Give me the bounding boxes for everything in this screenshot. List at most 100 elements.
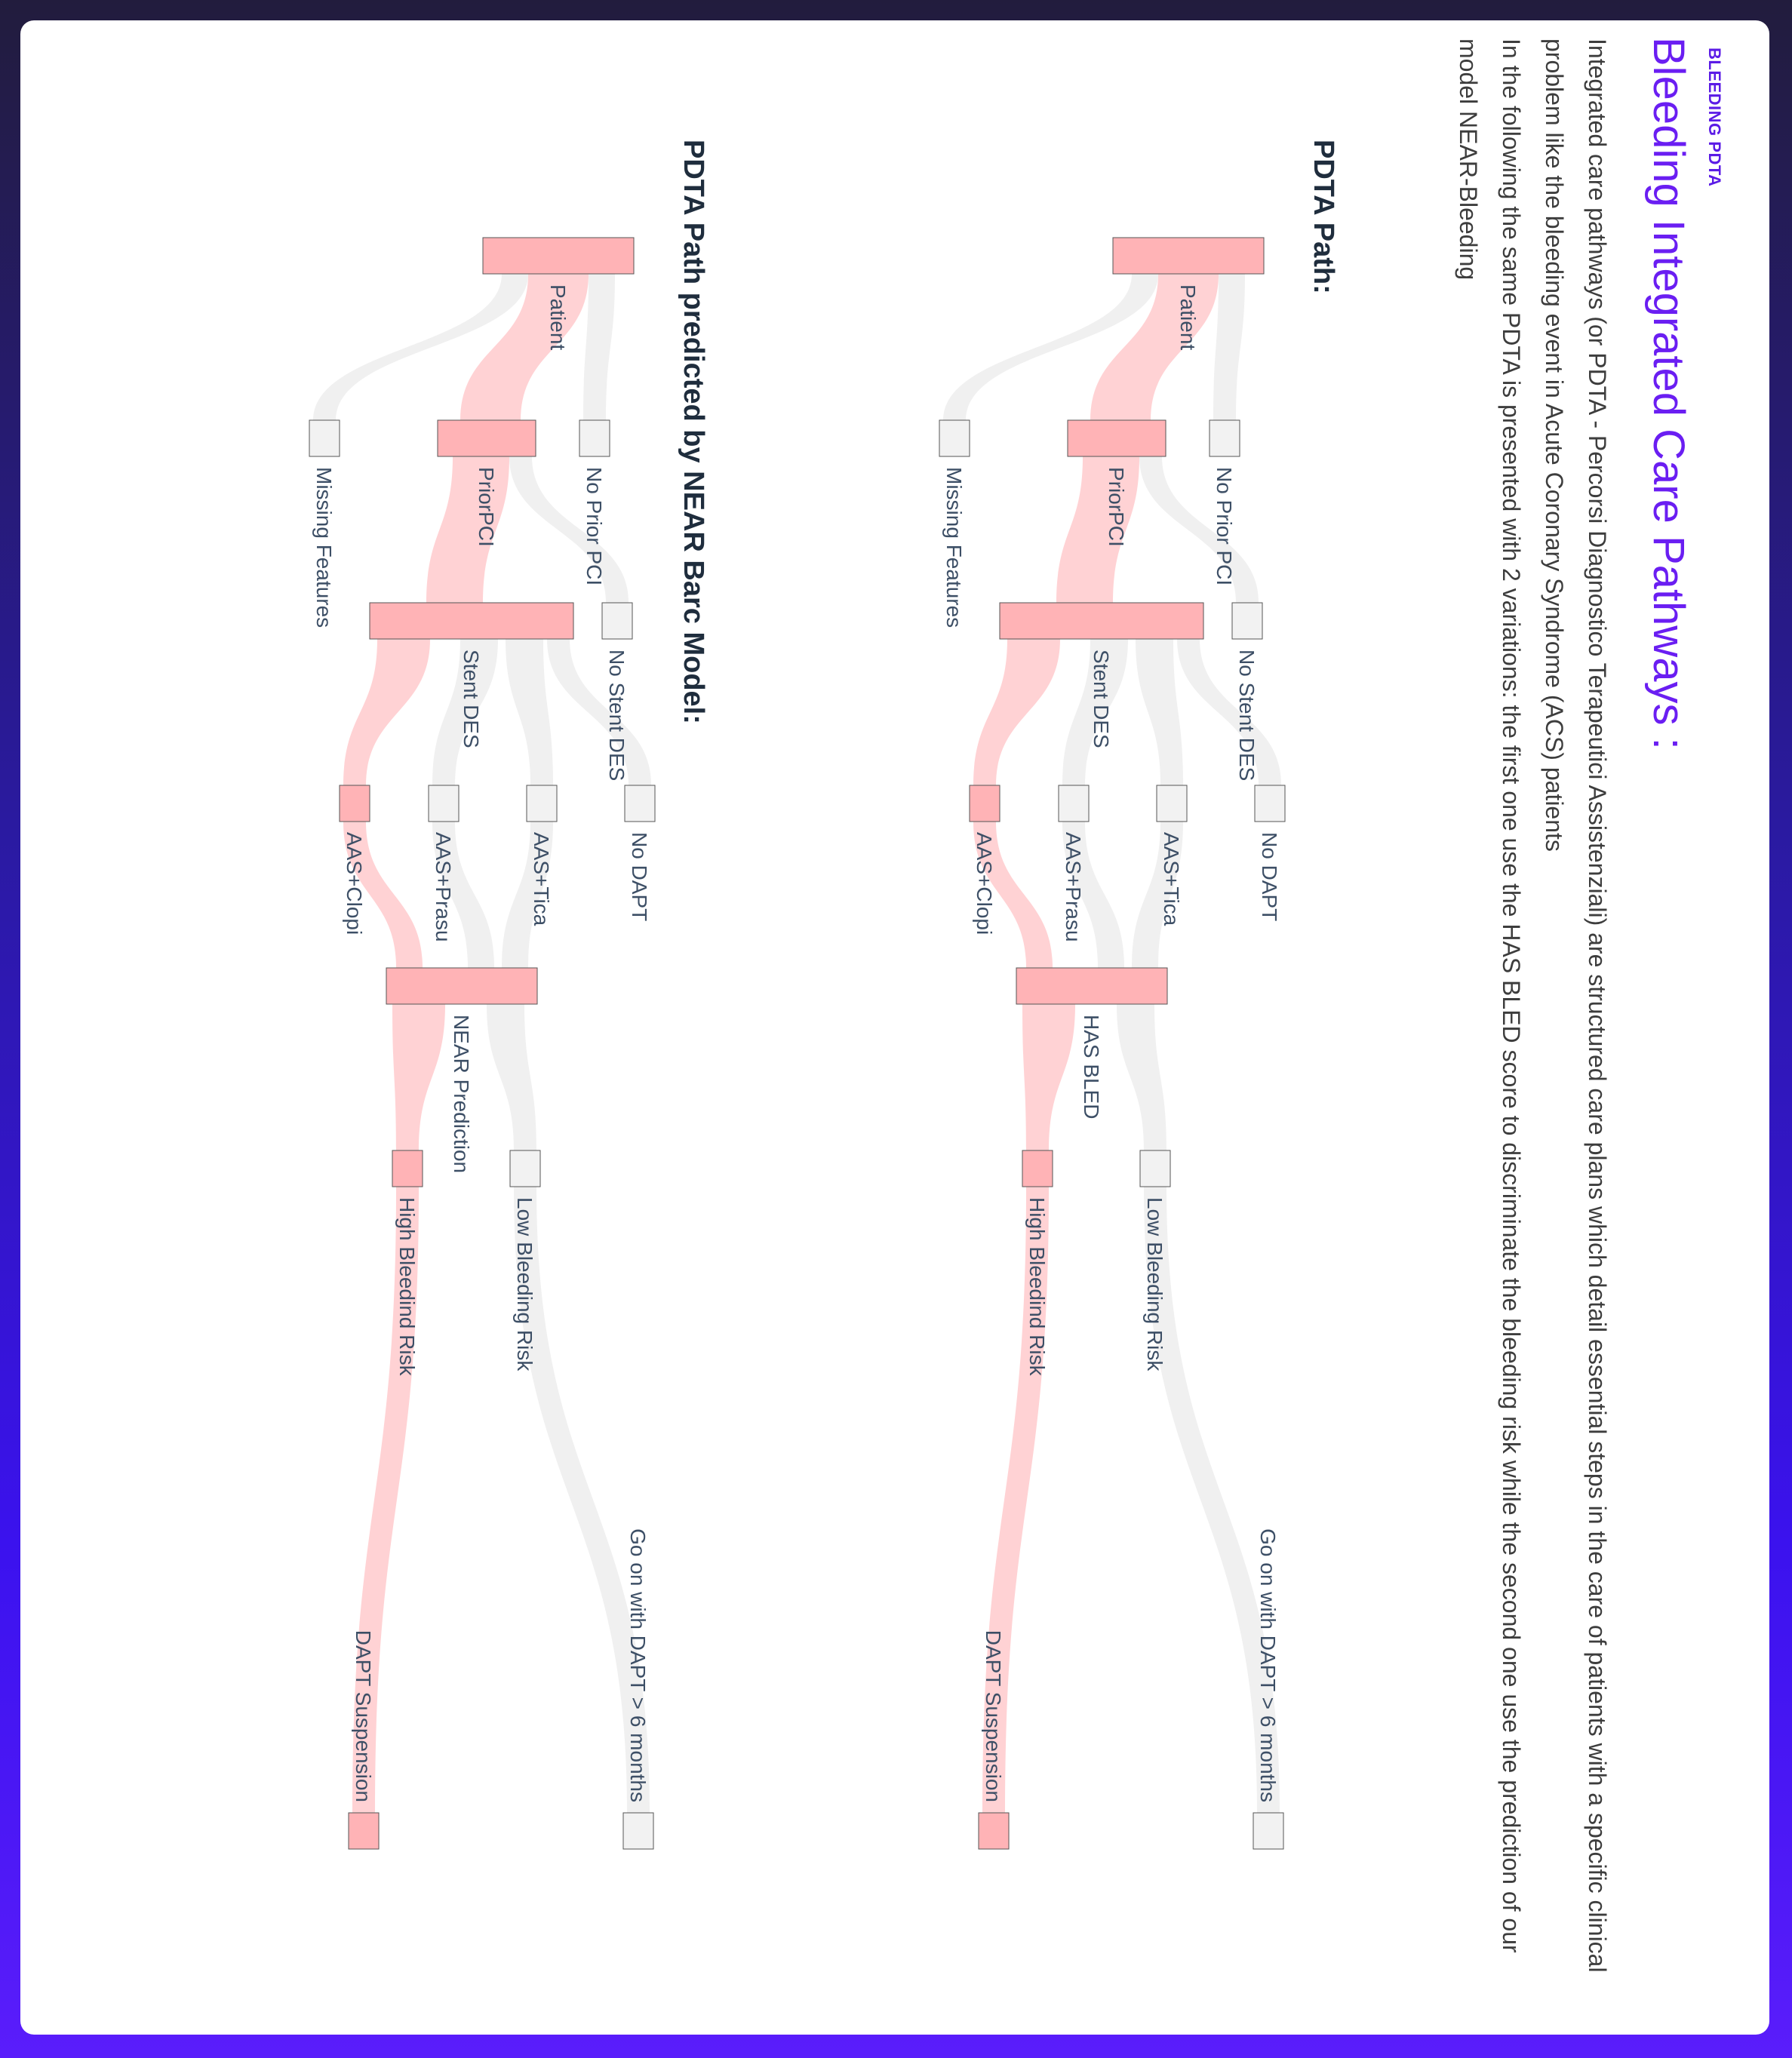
sankey-label-no_dapt: No DAPT bbox=[1258, 832, 1281, 921]
sankey-link-prasu-risk bbox=[1062, 822, 1124, 968]
sankey-link-patient-prior_pci bbox=[1090, 274, 1219, 420]
sankey-link-patient-missing bbox=[943, 274, 1158, 420]
sankey-label-go_on: Go on with DAPT > 6 months bbox=[1256, 1528, 1280, 1802]
sankey-label-risk: NEAR Prediction bbox=[450, 1015, 473, 1173]
sankey-link-prasu-risk bbox=[432, 822, 494, 968]
sankey-node-high[interactable] bbox=[1022, 1150, 1053, 1187]
sankey-node-prior_pci[interactable] bbox=[1067, 419, 1166, 457]
sankey-label-clopi: AAS+Clopi bbox=[973, 832, 996, 935]
sankey-link-stent-clopi bbox=[973, 639, 1060, 785]
sankey-link-prior_pci-stent bbox=[1056, 456, 1139, 603]
sankey-label-high: High Bleedind Risk bbox=[395, 1197, 419, 1377]
sankey-node-clopi[interactable] bbox=[969, 785, 1001, 822]
content-card: BLEEDING PDTA Bleeding Integrated Care P… bbox=[20, 20, 1769, 2035]
sankey-node-risk[interactable] bbox=[1016, 967, 1168, 1005]
sankey-link-high-suspension bbox=[982, 1187, 1049, 1813]
sankey-link-stent-prasu bbox=[1062, 639, 1128, 785]
sankey-node-no_stent[interactable] bbox=[1231, 602, 1263, 640]
sankey-label-stent: Stent DES bbox=[1090, 650, 1113, 748]
sankey-node-no_prior_pci[interactable] bbox=[1209, 419, 1240, 457]
intro-paragraph: Integrated care pathways (or PDTA - Perc… bbox=[1541, 38, 1611, 1973]
sankey-label-patient: Patient bbox=[546, 284, 570, 350]
sankey-node-stent[interactable] bbox=[369, 602, 574, 640]
sankey-label-no_stent: No Stent DES bbox=[1235, 650, 1259, 781]
sankey-node-patient[interactable] bbox=[1112, 237, 1265, 275]
sankey-node-high[interactable] bbox=[392, 1150, 423, 1187]
sankey-label-no_prior_pci: No Prior PCI bbox=[582, 467, 606, 585]
sankey-node-low[interactable] bbox=[1139, 1150, 1171, 1187]
page-title: Bleeding Integrated Care Pathways : bbox=[1644, 37, 1693, 750]
sankey-link-tica-risk bbox=[1132, 822, 1183, 968]
sankey-label-stent: Stent DES bbox=[460, 650, 483, 748]
sankey-label-no_stent: No Stent DES bbox=[605, 650, 629, 781]
sankey-diagram-pdta: Patient Missing Features No Prior PCI Prior… bbox=[939, 237, 1286, 1850]
sankey-label-tica: AAS+Tica bbox=[1160, 832, 1183, 926]
sankey-node-risk[interactable] bbox=[386, 967, 538, 1005]
sankey-link-stent-clopi bbox=[343, 639, 430, 785]
sankey-node-missing[interactable] bbox=[309, 419, 340, 457]
sankey-link-stent-prasu bbox=[432, 639, 498, 785]
sankey-label-prasu: AAS+Prasu bbox=[432, 832, 455, 942]
sankey-label-suspension: DAPT Suspension bbox=[982, 1630, 1005, 1802]
sankey-label-risk: HAS BLED bbox=[1080, 1015, 1103, 1120]
sankey-label-low: Low Bleeding Risk bbox=[513, 1197, 536, 1371]
sankey-label-low: Low Bleeding Risk bbox=[1143, 1197, 1166, 1371]
sankey-label-suspension: DAPT Suspension bbox=[352, 1630, 375, 1802]
sankey-label-go_on: Go on with DAPT > 6 months bbox=[626, 1528, 650, 1802]
sankey-link-patient-no_prior_pci bbox=[1213, 274, 1245, 420]
sankey-label-prasu: AAS+Prasu bbox=[1062, 832, 1085, 942]
sankey-node-patient[interactable] bbox=[482, 237, 635, 275]
intro-text: Integrated care pathways (or PDTA - Perc… bbox=[1446, 38, 1618, 1992]
sankey-link-clopi-risk bbox=[343, 822, 423, 968]
sankey-node-no_dapt[interactable] bbox=[1254, 785, 1286, 822]
sankey-label-missing: Missing Features bbox=[942, 467, 966, 628]
sankey-diagram-near: Patient Missing Features No Prior PCI Prior… bbox=[309, 237, 656, 1850]
sankey-link-stent-tica bbox=[506, 639, 553, 785]
sankey-link-patient-prior_pci bbox=[460, 274, 589, 420]
sankey-label-no_dapt: No DAPT bbox=[628, 832, 651, 921]
sankey-node-clopi[interactable] bbox=[339, 785, 370, 822]
sankey-node-tica[interactable] bbox=[1156, 785, 1188, 822]
sankey-link-stent-tica bbox=[1136, 639, 1183, 785]
sankey-link-prior_pci-no_stent bbox=[1139, 456, 1259, 603]
intro-paragraph-2: In the following the same PDTA is presen… bbox=[1455, 38, 1525, 1953]
sankey-link-prior_pci-stent bbox=[426, 456, 509, 603]
sankey-label-tica: AAS+Tica bbox=[530, 832, 553, 926]
sankey-link-patient-missing bbox=[313, 274, 528, 420]
sankey-link-stent-no_dapt bbox=[547, 639, 651, 785]
sankey-link-risk-low bbox=[487, 1004, 536, 1150]
sankey-node-suspension[interactable] bbox=[978, 1812, 1010, 1850]
section-title-near-path: PDTA Path predicted by NEAR Barc Model: bbox=[678, 140, 709, 724]
sankey-link-clopi-risk bbox=[973, 822, 1053, 968]
sankey-node-stent[interactable] bbox=[999, 602, 1204, 640]
sankey-node-prasu[interactable] bbox=[428, 785, 460, 822]
sankey-link-risk-high bbox=[392, 1004, 445, 1150]
sankey-link-tica-risk bbox=[502, 822, 553, 968]
sankey-node-missing[interactable] bbox=[939, 419, 970, 457]
sankey-node-low[interactable] bbox=[509, 1150, 541, 1187]
sankey-node-prasu[interactable] bbox=[1058, 785, 1090, 822]
sankey-link-low-go_on bbox=[1144, 1187, 1280, 1813]
sankey-label-patient: Patient bbox=[1176, 284, 1200, 350]
sankey-link-risk-high bbox=[1022, 1004, 1075, 1150]
sankey-node-tica[interactable] bbox=[526, 785, 558, 822]
section-title-pdta-path: PDTA Path: bbox=[1308, 140, 1339, 294]
sankey-node-no_stent[interactable] bbox=[601, 602, 633, 640]
sankey-label-prior_pci: PriorPCI bbox=[1105, 467, 1128, 547]
sankey-node-no_dapt[interactable] bbox=[624, 785, 656, 822]
rotated-content: BLEEDING PDTA Bleeding Integrated Care P… bbox=[20, 20, 1769, 2035]
sankey-link-high-suspension bbox=[352, 1187, 419, 1813]
sankey-link-prior_pci-no_stent bbox=[509, 456, 629, 603]
sankey-label-high: High Bleedind Risk bbox=[1025, 1197, 1049, 1377]
sankey-node-suspension[interactable] bbox=[348, 1812, 380, 1850]
sankey-node-go_on[interactable] bbox=[622, 1812, 654, 1850]
sankey-node-no_prior_pci[interactable] bbox=[579, 419, 610, 457]
sankey-node-prior_pci[interactable] bbox=[437, 419, 536, 457]
sankey-label-clopi: AAS+Clopi bbox=[343, 832, 366, 935]
sankey-node-go_on[interactable] bbox=[1253, 1812, 1284, 1850]
sankey-label-missing: Missing Features bbox=[312, 467, 336, 628]
sankey-label-no_prior_pci: No Prior PCI bbox=[1213, 467, 1236, 585]
page-badge: BLEEDING PDTA bbox=[1705, 48, 1724, 187]
sankey-link-low-go_on bbox=[514, 1187, 650, 1813]
sankey-link-risk-low bbox=[1117, 1004, 1166, 1150]
